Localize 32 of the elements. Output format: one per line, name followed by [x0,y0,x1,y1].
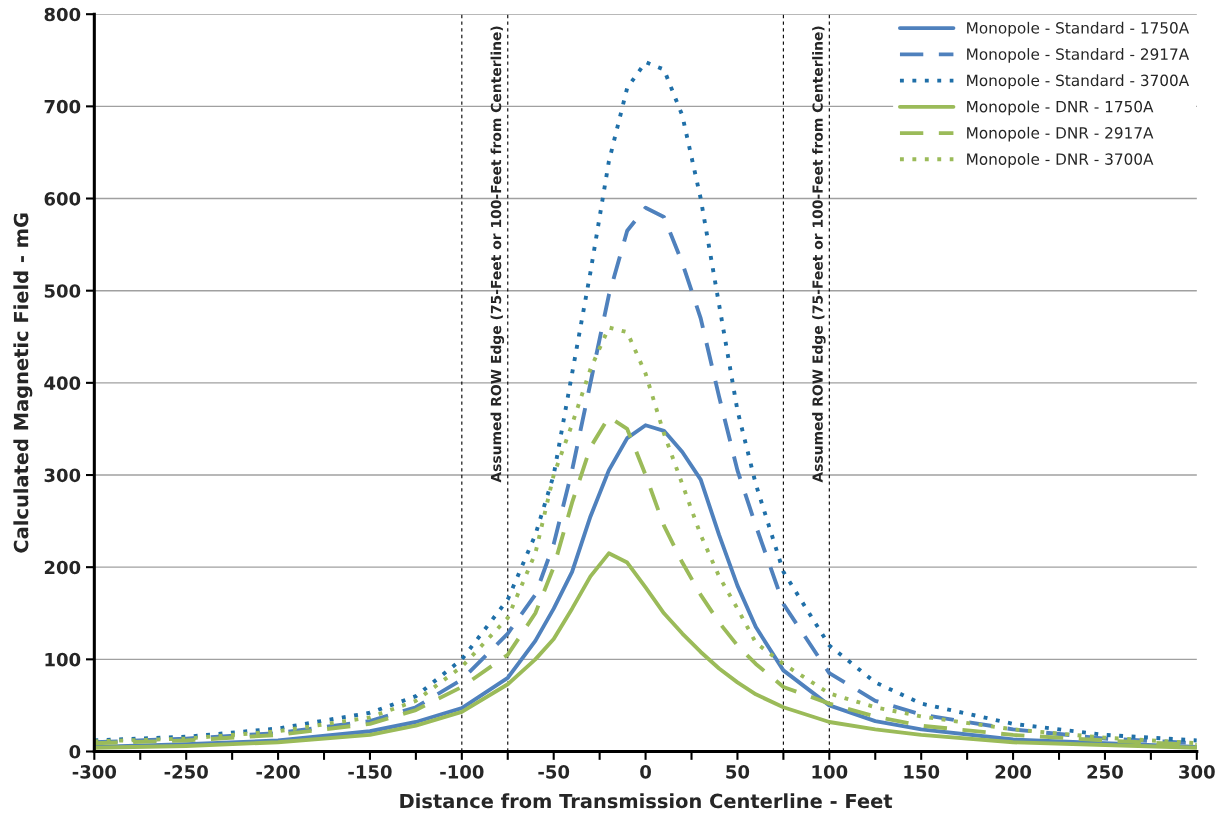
y-tick-label: 500 [44,284,81,298]
y-tick-label: 300 [44,468,81,483]
y-tick-label: 0 [69,744,81,759]
y-tick-label: 100 [45,652,81,667]
legend-label: Monopole - DNR - 2917A [967,126,1154,142]
x-tick-label: -200 [256,765,300,779]
x-tick-label: 200 [995,765,1032,779]
y-tick-label: 700 [44,99,81,114]
y-tick-label: 600 [44,191,81,206]
x-tick-label: 150 [904,765,940,779]
x-tick-label: -300 [72,765,117,779]
y-tick-label: 800 [44,7,81,22]
legend-label: Monopole - Standard - 1750A [967,21,1190,37]
y-tick-label: 400 [44,376,81,390]
ref-line-label: Assumed ROW Edge (75-Feet or 100-Feet from Centerline) [490,26,505,483]
x-tick-label: -150 [348,765,392,779]
x-tick-label: 0 [640,765,651,779]
x-axis-title: Distance from Transmission Centerline - Feet [400,793,893,809]
legend-label: Monopole - DNR - 3700A [967,153,1154,168]
x-tick-label: -100 [440,765,484,779]
x-tick-label: 100 [812,765,848,779]
legend-label: Monopole - DNR - 1750A [967,100,1154,116]
x-tick-label: -50 [538,765,570,779]
x-tick-label: -250 [164,765,208,779]
y-tick-label: 200 [44,560,81,575]
y-axis-title: Calculated Magnetic Field - mG [13,213,33,553]
x-tick-label: 50 [726,765,750,779]
x-tick-label: 300 [1179,765,1215,779]
legend-label: Monopole - Standard - 2917A [967,48,1190,63]
ref-line-label: Assumed ROW Edge (75-Feet or 100-Feet from Centerline) [812,26,826,483]
legend-label: Monopole - Standard - 3700A [967,74,1190,90]
x-tick-label: 250 [1087,765,1123,779]
